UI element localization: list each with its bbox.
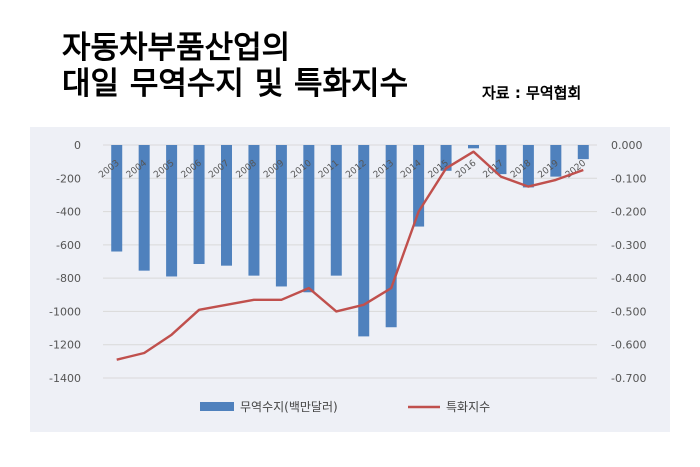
chart-area: 0 -200 -400 -600 -800 -1000 -1200 -1400 0.000 -0… xyxy=(30,127,670,432)
x-tick-label: 2020 xyxy=(564,158,588,180)
y-left-tick-label: -600 xyxy=(56,239,81,252)
y-right-tick-label: -0.500 xyxy=(611,305,646,318)
legend-label-bar: 무역수지(백만달러) xyxy=(240,400,338,414)
line-series xyxy=(116,150,584,361)
y-left-tick-label: -200 xyxy=(56,172,81,185)
bar-2003 xyxy=(111,145,123,252)
y-right-tick-label: 0.000 xyxy=(611,139,643,152)
y-left-tick-label: -400 xyxy=(56,206,81,219)
gridlines xyxy=(103,144,597,379)
bar-2009 xyxy=(275,145,287,287)
bar-2019 xyxy=(550,145,562,177)
bars xyxy=(111,145,589,337)
y-right-tick-label: -0.100 xyxy=(611,172,646,185)
y-right-tick-label: -0.400 xyxy=(611,272,646,285)
chart-title-line1: 자동차부품산업의 xyxy=(62,30,291,66)
line-특화지수 xyxy=(116,150,584,361)
y-left-tick-label: -800 xyxy=(56,272,81,285)
bar-2012 xyxy=(358,145,370,337)
legend-label-line: 특화지수 xyxy=(446,400,490,414)
source-note: 자료 : 무역협회 xyxy=(482,84,582,102)
bar-2008 xyxy=(248,145,260,276)
bar-2005 xyxy=(166,145,178,277)
bar-2007 xyxy=(221,145,232,266)
bar-2017 xyxy=(495,145,507,175)
bar-2018 xyxy=(522,145,534,188)
y-left-tick-label: -1200 xyxy=(49,339,81,352)
bar-2020 xyxy=(577,145,589,160)
legend: 무역수지(백만달러) 특화지수 xyxy=(200,400,490,414)
bar-2015 xyxy=(440,145,452,171)
bar-2004 xyxy=(138,145,150,271)
right-axis-ticks: 0.000 -0.100 -0.200 -0.300 -0.400 -0.500 -0.60… xyxy=(611,139,646,385)
y-left-tick-label: -1400 xyxy=(49,372,81,385)
bar-2016 xyxy=(468,145,479,149)
y-right-tick-label: -0.300 xyxy=(611,239,646,252)
legend-swatch-bar xyxy=(200,402,234,411)
bar-2010 xyxy=(303,145,315,293)
combo-chart: 0 -200 -400 -600 -800 -1000 -1200 -1400 0.000 -0… xyxy=(49,139,646,414)
y-right-tick-label: -0.200 xyxy=(611,206,646,219)
y-left-tick-label: 0 xyxy=(74,139,81,152)
bar-2011 xyxy=(330,145,342,276)
y-left-tick-label: -1000 xyxy=(49,305,81,318)
bar-2013 xyxy=(385,145,397,328)
y-right-tick-label: -0.700 xyxy=(611,372,646,385)
chart-title-line2: 대일 무역수지 및 특화지수 xyxy=(62,66,409,102)
bar-2014 xyxy=(413,145,425,227)
y-right-tick-label: -0.600 xyxy=(611,339,646,352)
bar-2006 xyxy=(193,145,205,264)
left-axis-ticks: 0 -200 -400 -600 -800 -1000 -1200 -1400 xyxy=(49,139,81,385)
